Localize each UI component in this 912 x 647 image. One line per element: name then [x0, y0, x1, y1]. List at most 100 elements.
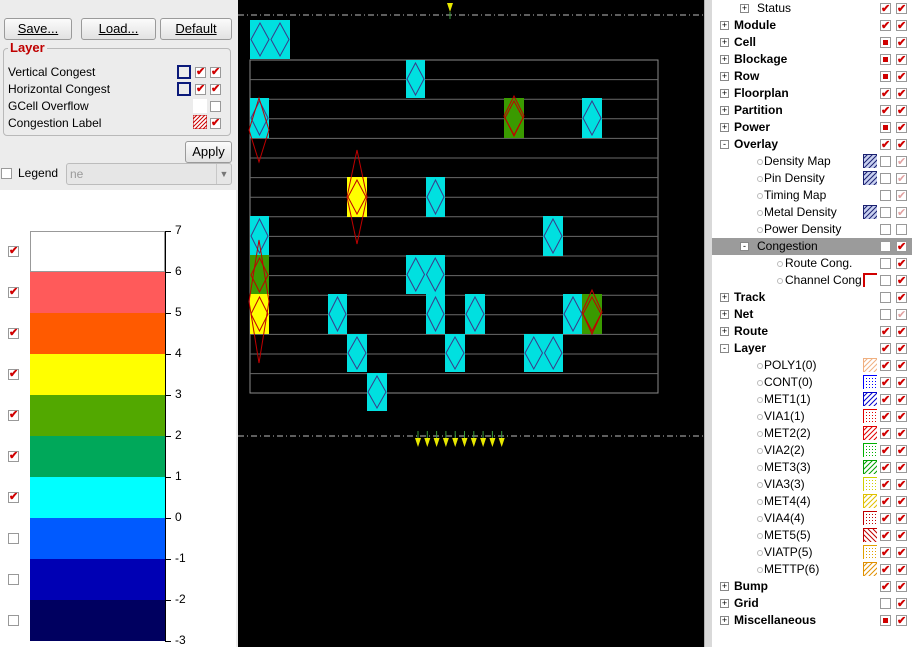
- layer-pattern-swatch[interactable]: [863, 358, 877, 372]
- selectable-checkbox[interactable]: [880, 292, 891, 303]
- legend-band-checkbox[interactable]: [8, 615, 19, 626]
- tree-item-net[interactable]: + Net: [712, 306, 912, 324]
- selectable-checkbox[interactable]: [880, 341, 891, 358]
- selectable-checkbox[interactable]: [880, 426, 891, 443]
- selectable-checkbox[interactable]: [880, 460, 891, 477]
- expand-icon[interactable]: +: [720, 54, 729, 64]
- visible-checkbox[interactable]: [896, 562, 907, 579]
- selectable-checkbox[interactable]: [880, 37, 891, 48]
- tree-item-met5-5[interactable]: MET5(5): [712, 527, 912, 545]
- layer-pattern-swatch[interactable]: [863, 511, 877, 525]
- selectable-checkbox[interactable]: [880, 86, 891, 103]
- visible-checkbox[interactable]: [896, 477, 907, 494]
- selectable-checkbox[interactable]: [880, 1, 891, 18]
- expand-icon[interactable]: +: [720, 598, 729, 608]
- congestion-label-checkbox[interactable]: [210, 116, 221, 129]
- tree-item-route[interactable]: + Route: [712, 323, 912, 341]
- visible-checkbox[interactable]: [896, 494, 907, 511]
- selectable-checkbox[interactable]: [880, 173, 891, 184]
- visible-checkbox[interactable]: [896, 52, 907, 69]
- selectable-checkbox[interactable]: [880, 562, 891, 579]
- selectable-checkbox[interactable]: [880, 598, 891, 609]
- horizontal-congest-checkbox-2[interactable]: [210, 82, 221, 95]
- tree-item-density-map[interactable]: Density Map: [712, 153, 912, 171]
- legend-checkbox[interactable]: [1, 168, 12, 179]
- visible-checkbox[interactable]: [896, 188, 907, 205]
- visible-checkbox[interactable]: [896, 256, 907, 273]
- selectable-checkbox[interactable]: [880, 275, 891, 286]
- tree-item-met4-4[interactable]: MET4(4): [712, 493, 912, 511]
- selectable-checkbox[interactable]: [880, 54, 891, 65]
- selectable-checkbox[interactable]: [880, 358, 891, 375]
- selectable-checkbox[interactable]: [880, 409, 891, 426]
- layer-pattern-swatch[interactable]: [863, 528, 877, 542]
- visible-checkbox[interactable]: [896, 613, 907, 630]
- default-button[interactable]: Default: [160, 18, 232, 40]
- layer-pattern-swatch[interactable]: [863, 545, 877, 559]
- tree-item-congestion[interactable]: - Congestion: [712, 238, 912, 256]
- expand-icon[interactable]: +: [720, 88, 729, 98]
- expand-icon[interactable]: +: [720, 615, 729, 625]
- visible-checkbox[interactable]: [896, 103, 907, 120]
- visible-checkbox[interactable]: [896, 545, 907, 562]
- layer-pattern-swatch[interactable]: [863, 426, 877, 440]
- layer-pattern-swatch[interactable]: [863, 562, 877, 576]
- layer-pattern-swatch[interactable]: [863, 460, 877, 474]
- tree-item-power-density[interactable]: Power Density: [712, 221, 912, 238]
- tree-item-via1-1[interactable]: VIA1(1): [712, 408, 912, 426]
- load-button[interactable]: Load...: [81, 18, 156, 40]
- selectable-checkbox[interactable]: [880, 18, 891, 35]
- horizontal-congest-checkbox[interactable]: [195, 82, 206, 95]
- legend-band-checkbox[interactable]: [8, 574, 19, 585]
- tree-item-layer[interactable]: - Layer: [712, 340, 912, 358]
- layout-canvas[interactable]: [238, 0, 704, 647]
- selectable-checkbox[interactable]: [880, 156, 891, 167]
- tree-item-miscellaneous[interactable]: + Miscellaneous: [712, 612, 912, 630]
- legend-band-checkbox[interactable]: [8, 533, 19, 544]
- visible-checkbox[interactable]: [896, 239, 907, 256]
- expand-icon[interactable]: +: [720, 20, 729, 30]
- legend-band-checkbox[interactable]: [8, 285, 19, 298]
- selectable-checkbox[interactable]: [880, 309, 891, 320]
- selectable-checkbox[interactable]: [880, 324, 891, 341]
- selectable-checkbox[interactable]: [880, 545, 891, 562]
- tree-item-mettp-6[interactable]: METTP(6): [712, 561, 912, 579]
- collapse-icon[interactable]: -: [720, 140, 729, 149]
- selectable-checkbox[interactable]: [880, 443, 891, 460]
- layer-pattern-swatch[interactable]: [863, 409, 877, 423]
- expand-icon[interactable]: +: [720, 105, 729, 115]
- selectable-checkbox[interactable]: [880, 122, 891, 133]
- visible-checkbox[interactable]: [896, 307, 907, 324]
- selectable-checkbox[interactable]: [880, 71, 891, 82]
- tree-item-partition[interactable]: + Partition: [712, 102, 912, 120]
- visible-checkbox[interactable]: [896, 358, 907, 375]
- tree-item-status[interactable]: + Status: [712, 0, 912, 18]
- expand-icon[interactable]: +: [740, 3, 749, 13]
- legend-band-checkbox[interactable]: [8, 244, 19, 257]
- horizontal-congest-color-swatch[interactable]: [177, 82, 191, 96]
- layer-pattern-swatch[interactable]: [863, 494, 877, 508]
- tree-item-poly1-0[interactable]: POLY1(0): [712, 357, 912, 375]
- expand-icon[interactable]: +: [720, 71, 729, 81]
- visible-checkbox[interactable]: [896, 273, 907, 290]
- tree-item-via2-2[interactable]: VIA2(2): [712, 442, 912, 460]
- tree-item-met2-2[interactable]: MET2(2): [712, 425, 912, 443]
- selectable-checkbox[interactable]: [880, 258, 891, 269]
- layer-pattern-swatch[interactable]: [863, 273, 877, 287]
- congestion-label-pattern-swatch[interactable]: [193, 115, 207, 129]
- expand-icon[interactable]: +: [720, 581, 729, 591]
- visible-checkbox[interactable]: [896, 1, 907, 18]
- tree-item-met1-1[interactable]: MET1(1): [712, 391, 912, 409]
- tree-item-module[interactable]: + Module: [712, 17, 912, 35]
- tree-item-power[interactable]: + Power: [712, 119, 912, 137]
- visible-checkbox[interactable]: [896, 86, 907, 103]
- legend-band-checkbox[interactable]: [8, 408, 19, 421]
- vertical-congest-checkbox[interactable]: [195, 65, 206, 78]
- visible-checkbox[interactable]: [896, 18, 907, 35]
- expand-icon[interactable]: +: [720, 37, 729, 47]
- tree-item-met3-3[interactable]: MET3(3): [712, 459, 912, 477]
- legend-band-checkbox[interactable]: [8, 449, 19, 462]
- legend-band-checkbox[interactable]: [8, 367, 19, 380]
- visible-checkbox[interactable]: [896, 120, 907, 137]
- tree-item-viatp-5[interactable]: VIATP(5): [712, 544, 912, 562]
